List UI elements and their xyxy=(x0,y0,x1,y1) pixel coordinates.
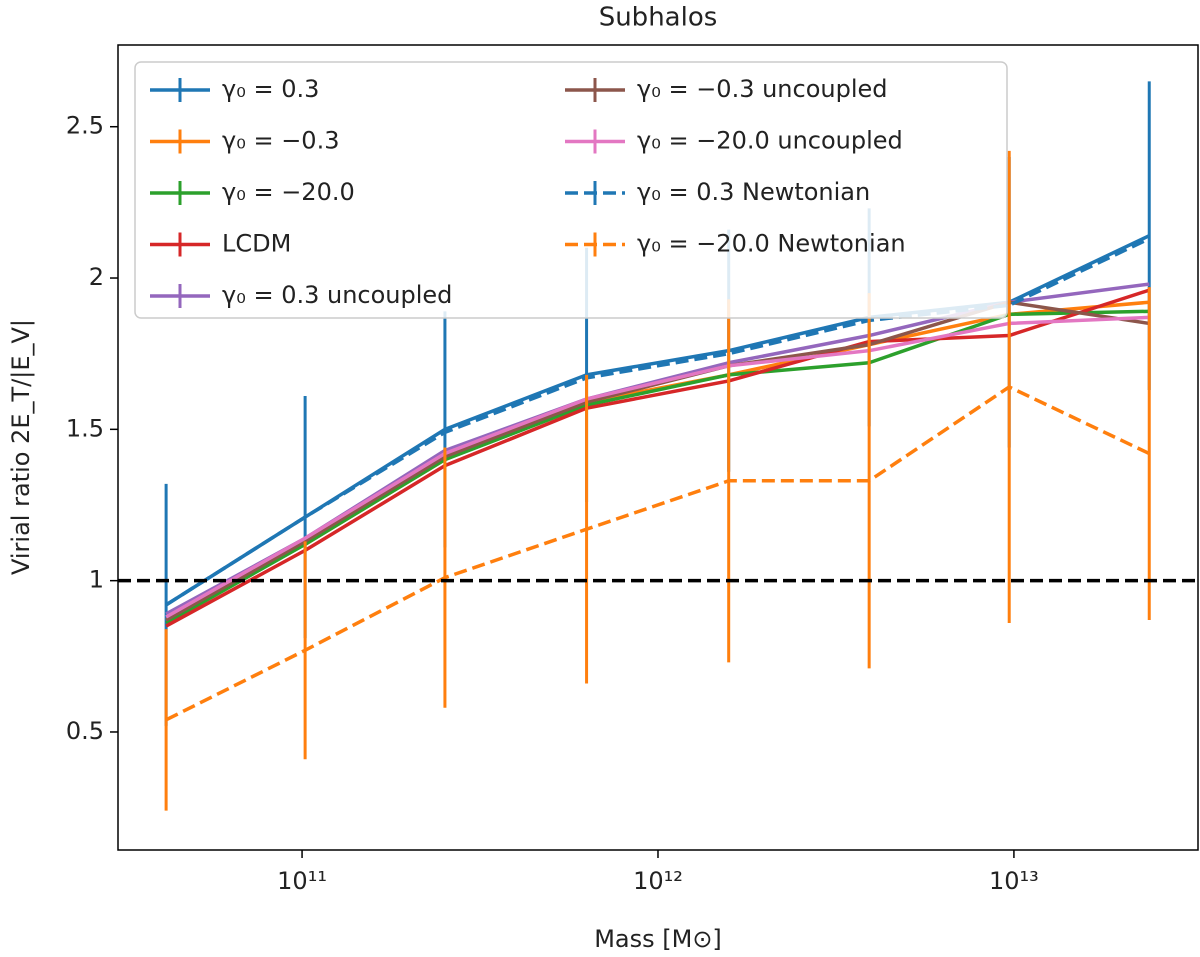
y-tick-label: 1 xyxy=(89,566,104,594)
chart-title: Subhalos xyxy=(599,3,718,33)
x-tick-label: 10¹¹ xyxy=(277,867,327,895)
y-tick-label: 2 xyxy=(89,263,104,291)
legend-label: γ₀ = 0.3 uncoupled xyxy=(222,281,452,309)
y-tick-label: 0.5 xyxy=(66,717,104,745)
legend-label: γ₀ = 0.3 Newtonian xyxy=(637,178,870,206)
legend-label: γ₀ = −0.3 xyxy=(222,127,339,155)
series-line xyxy=(165,288,1150,628)
y-axis-label: Virial ratio 2E_T/|E_V| xyxy=(7,319,35,575)
x-axis-label: Mass [M⊙] xyxy=(594,925,722,953)
legend-box xyxy=(134,61,1008,319)
series-line xyxy=(165,385,1150,722)
legend-label: γ₀ = −20.0 uncoupled xyxy=(637,127,903,155)
legend-label: LCDM xyxy=(222,230,291,258)
series-line xyxy=(165,282,1150,616)
y-tick-label: 2.5 xyxy=(66,112,104,140)
x-tick-label: 10¹² xyxy=(633,867,683,895)
ticks: 10¹¹ 10¹² 10¹³ 0.5 1 1.5 2 2.5 xyxy=(66,112,1039,895)
legend-label: γ₀ = −20.0 Newtonian xyxy=(637,230,906,258)
series-line xyxy=(165,309,1150,625)
series-line xyxy=(165,300,1150,622)
series-line xyxy=(165,300,1150,622)
legend-label: γ₀ = −0.3 uncoupled xyxy=(637,75,888,103)
legend-label: γ₀ = −20.0 xyxy=(222,178,355,206)
y-tick-label: 1.5 xyxy=(66,414,104,442)
series-line xyxy=(165,315,1150,619)
legend-label: γ₀ = 0.3 xyxy=(222,75,319,103)
x-tick-label: 10¹³ xyxy=(989,867,1039,895)
legend: γ₀ = 0.3 γ₀ = −0.3 γ₀ = −20.0 LCDM γ₀ = 0.3 … xyxy=(134,61,1008,319)
